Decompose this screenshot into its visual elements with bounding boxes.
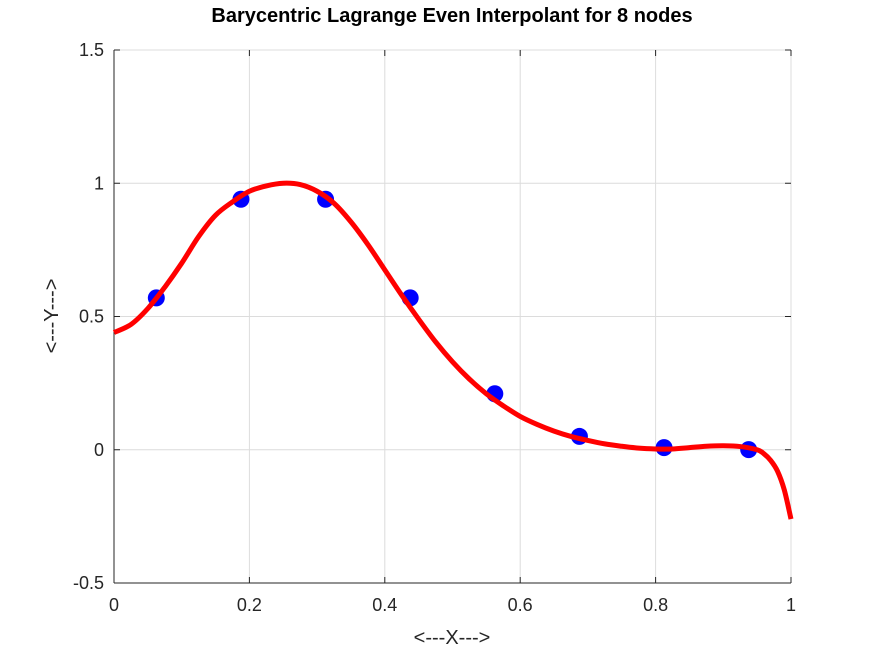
axes <box>113 49 792 584</box>
interpolant-line <box>112 180 794 520</box>
x-tick-label: 1 <box>786 595 796 615</box>
y-tick-label: 0.5 <box>79 307 104 327</box>
x-tick-label: 0.2 <box>237 595 262 615</box>
y-tick-label: -0.5 <box>73 573 104 593</box>
x-tick-label: 0.8 <box>643 595 668 615</box>
x-tick-label: 0.4 <box>372 595 397 615</box>
chart-title: Barycentric Lagrange Even Interpolant fo… <box>211 5 692 27</box>
x-tick-label: 0.6 <box>508 595 533 615</box>
x-axis-label: <---X---> <box>414 627 491 649</box>
y-tick-label: 1.5 <box>79 40 104 60</box>
y-axis-label: <---Y---> <box>41 279 63 354</box>
y-tick-label: 0 <box>94 440 104 460</box>
y-tick-label: 1 <box>94 173 104 193</box>
tick-labels: 0 0.2 0.4 0.6 0.8 1-0.500.511.5 <box>73 40 796 615</box>
interpolant-series <box>112 180 794 520</box>
x-tick-label: 0 <box>109 595 119 615</box>
